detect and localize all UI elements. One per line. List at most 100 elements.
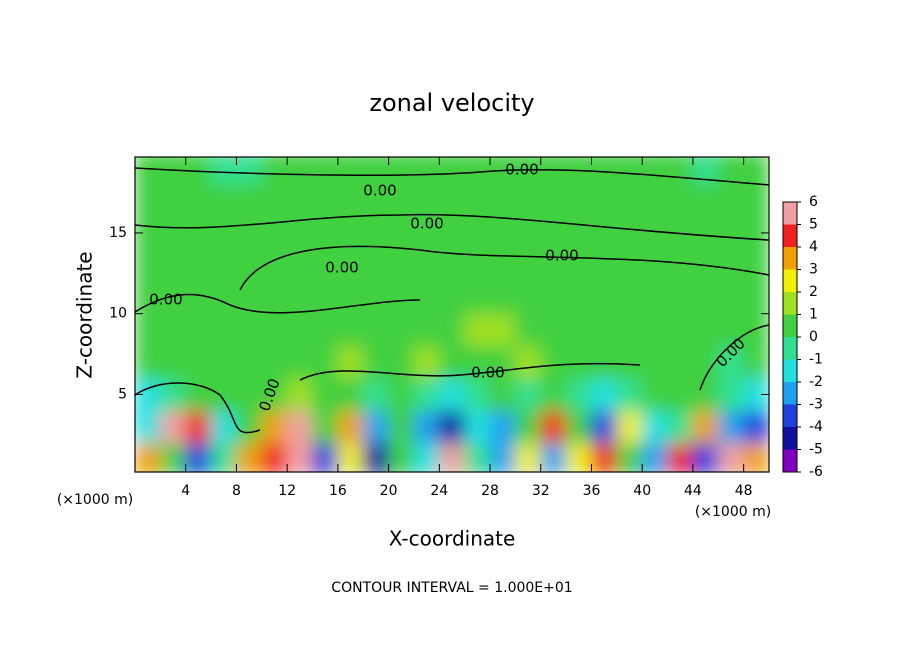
x-tick-label: 32 <box>532 483 550 499</box>
field-cell <box>159 410 187 444</box>
field-cell <box>159 248 187 282</box>
field-cell <box>717 313 745 347</box>
colorbar-band <box>783 427 797 450</box>
field-cell <box>514 248 542 282</box>
colorbar-tick-label: 1 <box>809 307 818 323</box>
field-cell <box>616 280 643 315</box>
plot-frame <box>134 156 770 473</box>
y-tick-label: 15 <box>109 225 127 241</box>
field-cell <box>641 377 669 412</box>
field-cell <box>337 442 364 472</box>
field-cell <box>540 410 567 444</box>
colorbar-tick-label: -5 <box>809 442 823 458</box>
field-cell <box>388 410 415 444</box>
colorbar-tick-label: 0 <box>809 329 818 345</box>
field-cell <box>185 183 212 218</box>
field-cell <box>312 248 339 282</box>
colorbar-tick-label: -3 <box>809 397 823 413</box>
field-cell <box>388 248 415 282</box>
field-cell <box>312 216 339 250</box>
field-cell <box>210 410 237 444</box>
field-cell <box>413 183 440 218</box>
field-cell <box>185 345 212 379</box>
contour-line <box>135 213 769 241</box>
field-cell <box>717 410 745 444</box>
field-cell <box>540 313 567 347</box>
field-cell <box>337 183 364 218</box>
field-cell <box>235 442 263 472</box>
colorbar-band <box>783 202 797 225</box>
chart-title: zonal velocity <box>369 89 534 117</box>
field-cell <box>616 216 643 250</box>
field-cell <box>438 442 466 472</box>
field-cell <box>413 248 440 282</box>
field-cell <box>743 442 769 472</box>
x-tick-label: 12 <box>278 483 296 499</box>
x-tick-label: 44 <box>684 483 702 499</box>
field-cell <box>438 313 466 347</box>
field-cell <box>210 377 237 412</box>
field-cell <box>210 313 237 347</box>
field-cell <box>464 280 491 315</box>
colorbar-band <box>783 382 797 405</box>
field-cell <box>261 183 288 218</box>
field-cell <box>489 280 516 315</box>
field-cell <box>312 183 339 218</box>
y-tick-label: 10 <box>109 306 127 322</box>
field-cell <box>413 377 440 412</box>
field-cell <box>514 280 542 315</box>
x-tick-label: 28 <box>481 483 499 499</box>
field-cell <box>464 313 491 347</box>
field-cell <box>210 345 237 379</box>
y-tick-label: 5 <box>118 386 127 402</box>
field-cell <box>616 410 643 444</box>
field-cell <box>413 345 440 379</box>
field-cell <box>464 183 491 218</box>
x-tick-label: 48 <box>735 483 753 499</box>
field-cell <box>388 183 415 218</box>
x-unit-label: (×1000 m) <box>695 504 771 520</box>
field-cell <box>388 313 415 347</box>
field-cell <box>413 216 440 250</box>
field-cell <box>286 157 314 185</box>
field-cell <box>514 345 542 379</box>
field-cell <box>185 216 212 250</box>
field-cell <box>286 183 314 218</box>
contour-line <box>299 362 641 381</box>
field-cell <box>388 216 415 250</box>
field-cell <box>616 377 643 412</box>
field-cell <box>413 157 440 185</box>
field-cell <box>185 410 212 444</box>
field-cells <box>135 157 769 472</box>
field-cell <box>413 313 440 347</box>
field-cell <box>489 248 516 282</box>
field-cell <box>514 157 542 185</box>
field-cell <box>616 345 643 379</box>
field-cell <box>464 410 491 444</box>
field-cell <box>616 313 643 347</box>
field-cell <box>717 216 745 250</box>
field-cell <box>590 410 618 444</box>
x-tick-label: 8 <box>232 483 241 499</box>
colorbar-band <box>783 404 797 427</box>
colorbar-tick-label: 6 <box>809 194 818 210</box>
field-cell <box>159 216 187 250</box>
field-cell <box>438 410 466 444</box>
contour-label: 0.00 <box>505 161 538 179</box>
field-cell <box>413 410 440 444</box>
field-cell <box>235 183 263 218</box>
field-cell <box>286 345 314 379</box>
field-cell <box>667 280 694 315</box>
field-cell <box>235 377 263 412</box>
field-cell <box>135 345 161 379</box>
x-tick-label: 4 <box>181 483 190 499</box>
field-cell <box>413 280 440 315</box>
field-cell <box>185 280 212 315</box>
field-cell <box>286 410 314 444</box>
field-cell <box>235 410 263 444</box>
field-cell <box>362 216 390 250</box>
colorbar-band <box>783 224 797 247</box>
contour-label: 0.00 <box>149 291 182 309</box>
field-cell <box>590 377 618 412</box>
field-cell <box>565 377 592 412</box>
